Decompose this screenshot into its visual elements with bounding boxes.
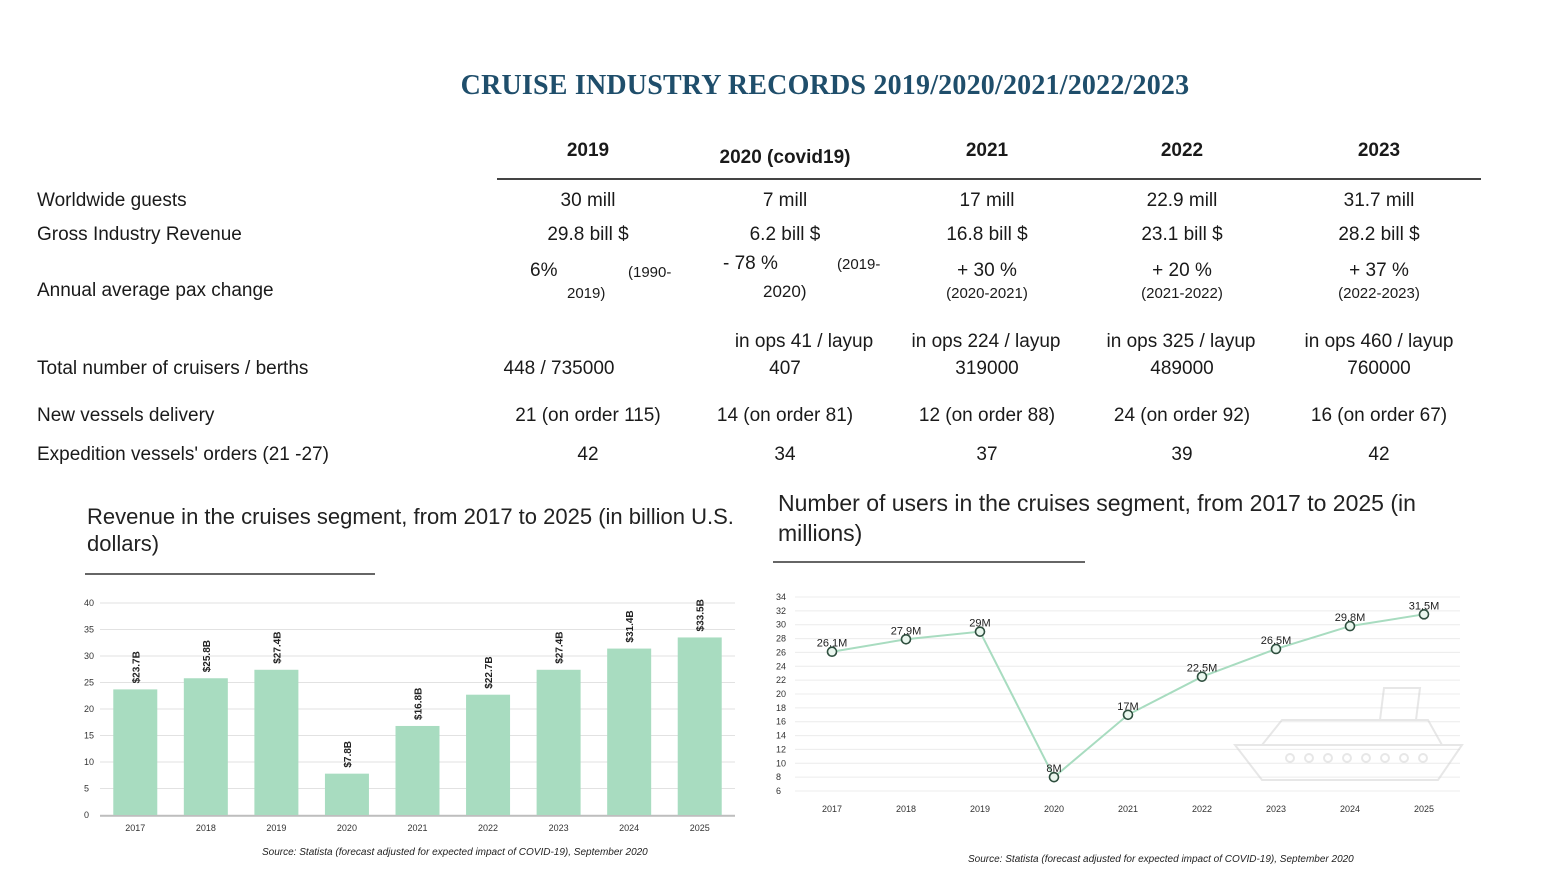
- bar: [113, 689, 158, 815]
- bar: [254, 669, 299, 815]
- table-cell: + 20 %: [1152, 260, 1212, 281]
- y-tick-label: 35: [84, 625, 94, 635]
- table-cell: 17 mill: [959, 190, 1015, 211]
- year-header: 2021: [965, 140, 1009, 161]
- table-cell: 37: [976, 444, 998, 465]
- table-cell: 16 (on order 67): [1310, 405, 1448, 426]
- page-title: CRUISE INDUSTRY RECORDS 2019/2020/2021/2…: [460, 70, 1190, 101]
- table-cell: 6%: [530, 260, 558, 281]
- table-cell: 448 / 735000: [503, 358, 615, 379]
- table-cell-note: (2021-2022): [1141, 285, 1223, 302]
- table-cell-note: 2019): [567, 285, 606, 302]
- y-tick-label: 25: [84, 678, 94, 688]
- year-header: 2023: [1357, 140, 1401, 161]
- year-header: 2020 (covid19): [719, 147, 851, 168]
- table-cell: 407: [769, 358, 801, 379]
- bar-data-label: $25.8B: [202, 640, 213, 672]
- y-tick-label: 20: [84, 704, 94, 714]
- table-cell-note: (2022-2023): [1338, 285, 1420, 302]
- x-tick-label: 2022: [478, 823, 498, 833]
- x-tick-label: 2023: [549, 823, 569, 833]
- table-cell: + 37 %: [1349, 260, 1409, 281]
- row-label: Annual average pax change: [37, 280, 274, 301]
- chart-title-rule: [85, 573, 375, 575]
- table-cell: 319000: [955, 358, 1019, 379]
- x-tick-label: 2019: [266, 823, 286, 833]
- table-cell-note: (2020-2021): [946, 285, 1028, 302]
- table-cell: in ops 41 / layup: [734, 331, 874, 352]
- table-cell: 39: [1171, 444, 1193, 465]
- bar-data-label: $7.8B: [343, 741, 354, 768]
- bar-data-label: $31.4B: [625, 610, 636, 642]
- bar: [607, 648, 652, 815]
- bar: [324, 773, 369, 815]
- row-label: Worldwide guests: [37, 190, 187, 211]
- bar-data-label: $27.4B: [555, 632, 566, 664]
- table-cell: in ops 224 / layup: [911, 331, 1061, 352]
- table-cell: 21 (on order 115): [515, 405, 661, 426]
- bar: [536, 669, 581, 815]
- y-tick-label: 15: [84, 731, 94, 741]
- table-cell: 24 (on order 92): [1113, 405, 1251, 426]
- table-cell: + 30 %: [957, 260, 1017, 281]
- y-tick-label: 30: [84, 651, 94, 661]
- table-cell: in ops 460 / layup: [1304, 331, 1454, 352]
- bar: [183, 678, 228, 815]
- bar-data-label: $22.7B: [484, 656, 495, 688]
- y-tick-label: 10: [84, 757, 94, 767]
- y-tick-label: 5: [84, 784, 89, 794]
- row-label: Total number of cruisers / berths: [37, 358, 309, 379]
- y-tick-label: 0: [84, 810, 89, 820]
- header-rule: [497, 178, 1481, 180]
- table-cell: in ops 325 / layup: [1106, 331, 1256, 352]
- bar-data-label: $27.4B: [272, 632, 283, 664]
- bar: [677, 637, 722, 815]
- table-cell: 22.9 mill: [1146, 190, 1218, 211]
- table-cell-note: (1990-: [628, 264, 672, 281]
- y-tick-label: 40: [84, 598, 94, 608]
- x-tick-label: 2025: [690, 823, 710, 833]
- table-cell: 6.2 bill $: [749, 224, 821, 245]
- year-header: 2019: [566, 140, 610, 161]
- bar-data-label: $23.7B: [131, 651, 142, 683]
- x-tick-label: 2018: [196, 823, 216, 833]
- x-tick-label: 2017: [125, 823, 145, 833]
- table-cell: 760000: [1347, 358, 1411, 379]
- row-label: New vessels delivery: [37, 405, 215, 426]
- row-label: Expedition vessels' orders (21 -27): [37, 444, 329, 465]
- table-cell: 31.7 mill: [1343, 190, 1415, 211]
- line-chart-source: Source: Statista (forecast adjusted for …: [968, 854, 1354, 865]
- x-tick-label: 2020: [337, 823, 357, 833]
- bar: [395, 725, 440, 815]
- bar-chart-source: Source: Statista (forecast adjusted for …: [262, 847, 648, 858]
- table-cell: 29.8 bill $: [547, 224, 629, 245]
- table-cell-note: (2019-: [837, 256, 881, 273]
- table-cell-note: 2020): [763, 282, 807, 301]
- chart-title-rule: [773, 561, 1085, 563]
- table-cell: 34: [774, 444, 796, 465]
- x-tick-label: 2024: [619, 823, 639, 833]
- row-label: Gross Industry Revenue: [37, 224, 242, 245]
- table-cell: 12 (on order 88): [918, 405, 1056, 426]
- table-cell: 30 mill: [560, 190, 616, 211]
- line-chart-title: Number of users in the cruises segment, …: [778, 490, 1416, 546]
- table-cell: 42: [577, 444, 599, 465]
- x-tick-label: 2021: [407, 823, 427, 833]
- bar-data-label: $16.8B: [414, 688, 425, 720]
- table-cell: 14 (on order 81): [716, 405, 854, 426]
- year-header: 2022: [1160, 140, 1204, 161]
- table-cell: 23.1 bill $: [1141, 224, 1223, 245]
- bar-data-label: $33.5B: [696, 599, 707, 631]
- table-cell: 489000: [1150, 358, 1214, 379]
- table-cell: 7 mill: [762, 190, 808, 211]
- table-cell: 28.2 bill $: [1338, 224, 1420, 245]
- table-cell: 16.8 bill $: [946, 224, 1028, 245]
- bar-chart-title: Revenue in the cruises segment, from 201…: [87, 504, 734, 556]
- table-cell: 42: [1368, 444, 1390, 465]
- bar: [466, 694, 511, 815]
- table-cell: - 78 %: [723, 253, 778, 274]
